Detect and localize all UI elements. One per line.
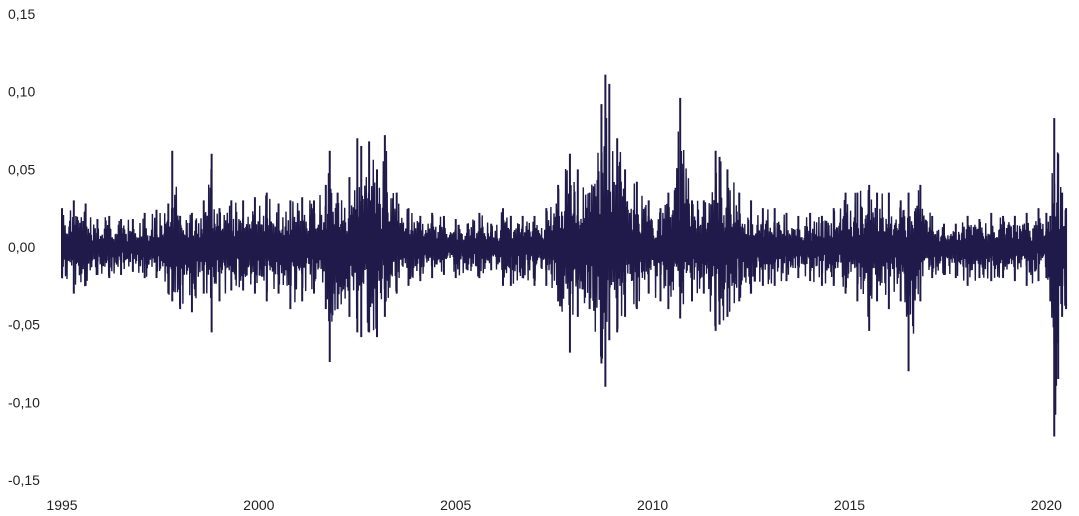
y-tick-label: -0,15 — [8, 472, 40, 488]
y-tick-label: 0,10 — [8, 84, 35, 100]
x-tick-label: 2000 — [243, 497, 274, 513]
x-tick-label: 2005 — [440, 497, 471, 513]
y-tick-label: -0,10 — [8, 394, 40, 410]
y-tick-label: 0,15 — [8, 6, 35, 22]
x-axis: 1995 2000 2005 2010 2015 2020 — [46, 497, 1062, 513]
x-tick-label: 2020 — [1031, 497, 1062, 513]
y-tick-label: 0,05 — [8, 161, 35, 177]
y-axis: 0,15 0,10 0,05 0,00 -0,05 -0,10 -0,15 — [8, 6, 40, 488]
x-tick-label: 2015 — [834, 497, 865, 513]
y-tick-label: 0,00 — [8, 239, 35, 255]
y-tick-label: -0,05 — [8, 317, 40, 333]
series-line — [61, 117, 1067, 415]
x-tick-label: 2010 — [637, 497, 668, 513]
plot-area — [61, 74, 1068, 437]
x-tick-label: 1995 — [46, 497, 77, 513]
